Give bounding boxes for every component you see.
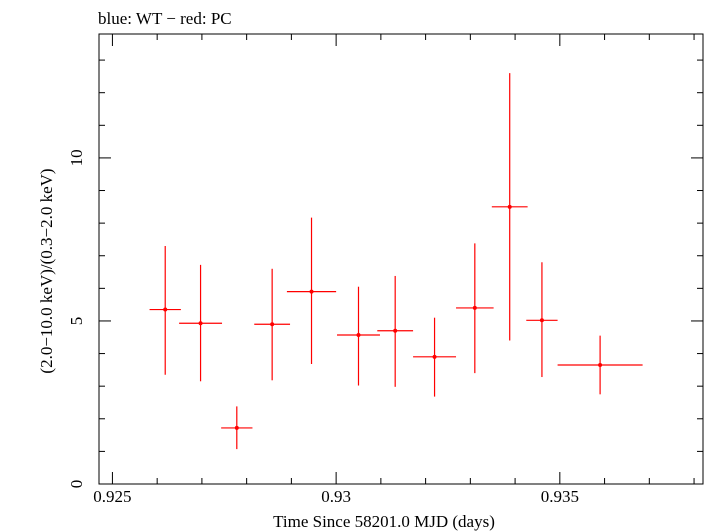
y-tick-label: 10 bbox=[67, 149, 86, 166]
data-point bbox=[198, 321, 203, 326]
y-axis-label: (2.0−10.0 keV)/(0.3−2.0 keV) bbox=[37, 168, 56, 373]
x-tick-label: 0.935 bbox=[541, 487, 579, 506]
x-axis: 0.925 0.93 0.935 bbox=[93, 34, 695, 506]
data-point bbox=[472, 305, 477, 310]
data-point bbox=[309, 289, 314, 294]
data-point bbox=[539, 318, 544, 323]
data-point bbox=[598, 362, 603, 367]
y-tick-label: 5 bbox=[67, 317, 86, 326]
data-point bbox=[507, 204, 512, 209]
data-point-group bbox=[557, 335, 643, 395]
y-tick-label: 0 bbox=[67, 480, 86, 489]
data-point bbox=[163, 307, 168, 312]
data-point bbox=[234, 425, 239, 430]
chart-title: blue: WT − red: PC bbox=[98, 9, 232, 28]
data-point-group bbox=[413, 317, 457, 397]
series-layer bbox=[149, 73, 643, 450]
data-point-group bbox=[149, 245, 181, 375]
y-axis: 0 5 10 bbox=[67, 59, 703, 489]
data-point bbox=[393, 328, 398, 333]
data-point bbox=[270, 322, 275, 327]
data-point-group bbox=[254, 268, 291, 381]
data-point bbox=[432, 354, 437, 359]
data-point-group bbox=[221, 406, 253, 450]
plot-frame bbox=[98, 33, 704, 485]
data-point-group bbox=[179, 264, 223, 382]
data-point-group bbox=[456, 243, 494, 374]
data-point-group bbox=[491, 73, 528, 341]
data-point-group bbox=[337, 286, 380, 386]
data-point-group bbox=[286, 217, 337, 364]
x-tick-label: 0.925 bbox=[93, 487, 131, 506]
data-point bbox=[356, 332, 361, 337]
data-point-group bbox=[377, 275, 414, 387]
x-tick-label: 0.93 bbox=[321, 487, 351, 506]
x-axis-label: Time Since 58201.0 MJD (days) bbox=[273, 512, 495, 531]
data-point-group bbox=[526, 262, 558, 378]
